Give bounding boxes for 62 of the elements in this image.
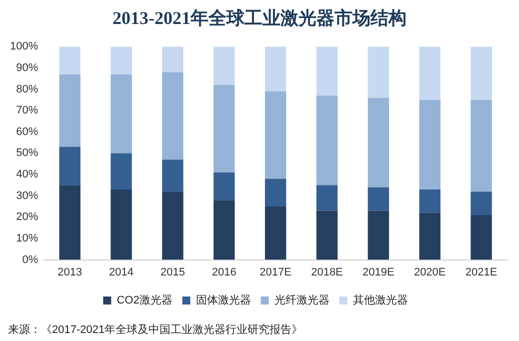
x-tick-label: 2013 [58, 266, 82, 278]
source-note: 来源：《2017-2021年全球及中国工业激光器行业研究报告》 [8, 322, 303, 337]
y-tick-label: 0% [22, 254, 38, 266]
bar [316, 46, 338, 96]
x-tick-label: 2020E [414, 266, 446, 278]
bar [110, 74, 132, 154]
bar [214, 172, 235, 200]
bar [162, 46, 184, 72]
bar [316, 185, 338, 211]
bar [264, 178, 286, 206]
bar [316, 210, 338, 260]
y-tick-label: 70% [16, 104, 38, 117]
y-tick-label: 50% [16, 147, 38, 160]
y-tick-label: 20% [16, 211, 38, 224]
bar [419, 189, 440, 213]
bar [264, 91, 286, 179]
bar [59, 146, 80, 186]
bar [470, 46, 492, 100]
y-tick-label: 10% [16, 232, 38, 245]
legend-label: 光纤激光器 [274, 294, 330, 307]
legend-label: CO2激光器 [116, 294, 172, 307]
bar [264, 206, 286, 260]
bar [419, 100, 440, 190]
bar [470, 192, 492, 216]
x-tick-label: 2015 [160, 266, 185, 278]
y-tick-label: 40% [16, 168, 38, 181]
bar [419, 212, 440, 260]
x-tick-label: 2014 [109, 266, 134, 278]
bar [59, 46, 80, 74]
bar [264, 46, 286, 92]
bar [419, 46, 440, 100]
bar [214, 200, 235, 260]
y-tick-label: 60% [16, 126, 38, 138]
bar [59, 185, 80, 260]
bar [110, 153, 132, 190]
y-tick-label: 30% [16, 190, 38, 202]
x-tick-label: 2016 [212, 266, 236, 278]
bar [368, 46, 390, 98]
legend-label: 固体激光器 [196, 294, 251, 307]
y-tick-label: 100% [10, 40, 38, 53]
bar [316, 96, 338, 186]
bar [368, 210, 390, 260]
bar [110, 46, 132, 74]
bar [214, 46, 235, 85]
x-tick-label: 2017E [260, 266, 292, 278]
bar [162, 192, 184, 260]
y-tick-label: 80% [16, 83, 38, 96]
bar [59, 74, 80, 147]
legend-label: 其他激光器 [352, 294, 408, 307]
bar [214, 84, 235, 172]
y-tick-label: 90% [16, 62, 38, 74]
bar [368, 187, 390, 211]
bar [368, 98, 390, 188]
bar [162, 160, 184, 192]
bar [470, 100, 492, 192]
x-tick-label: 2021E [465, 266, 498, 278]
x-tick-label: 2018E [311, 266, 343, 278]
bar [110, 189, 132, 260]
bar [470, 215, 492, 260]
bar [162, 72, 184, 160]
x-tick-label: 2019E [362, 266, 394, 278]
chart-title: 2013-2021年全球工业激光器市场结构 [112, 7, 408, 30]
